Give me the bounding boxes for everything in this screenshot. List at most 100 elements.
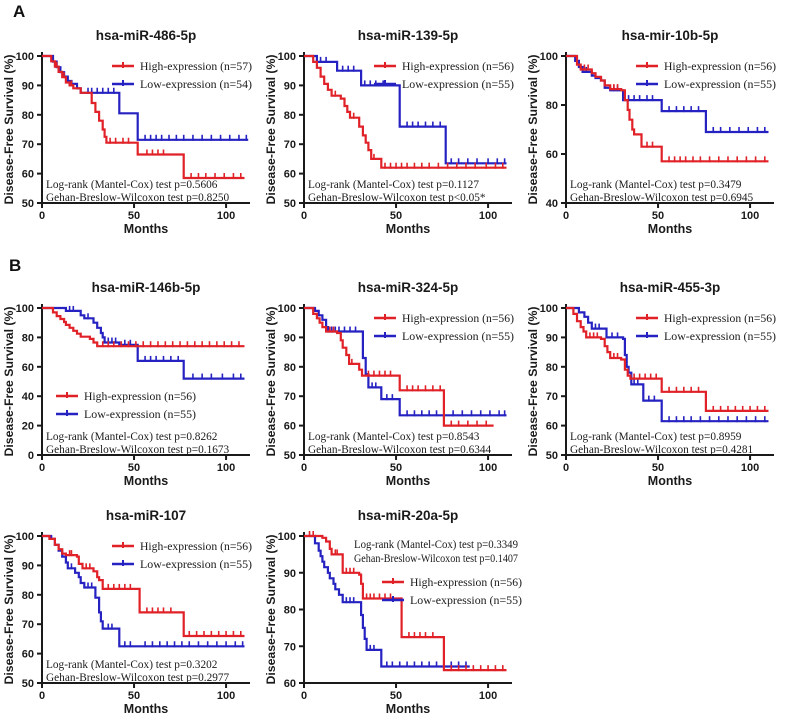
survival-curve-high — [304, 54, 507, 169]
y-tick-label: 80 — [284, 362, 296, 374]
survival-curve-high — [304, 534, 507, 672]
legend-label-low: Low-expression (n=55) — [84, 407, 196, 421]
x-tick-label: 100 — [217, 210, 235, 222]
stats-line-1: Log-rank (Mantel-Cox) test p=0.3479 — [570, 179, 742, 191]
legend-entry-high: High-expression (n=56) — [636, 59, 776, 73]
y-tick-label: 40 — [22, 391, 34, 403]
y-tick-label: 90 — [284, 568, 296, 580]
legend-label-low: Low-expression (n=55) — [402, 77, 514, 91]
y-tick-label: 70 — [22, 139, 34, 151]
x-tick-label: 50 — [390, 690, 402, 702]
x-axis-label: Months — [386, 222, 430, 236]
stats-line-2: Gehan-Breslow-Wilcoxon test p=0.2977 — [46, 672, 230, 684]
x-tick-label: 100 — [479, 690, 497, 702]
y-tick-label: 50 — [22, 678, 34, 690]
legend-entry-high: High-expression (n=56) — [112, 539, 252, 553]
x-tick-label: 50 — [128, 462, 140, 474]
plot-title: hsa-miR-455-3p — [620, 280, 721, 295]
km-plot-hsa-mir-10b-5p: hsa-mir-10b-5p 40 60 80 100 0 50 100 Months Disea… — [528, 28, 776, 236]
y-tick-label: 40 — [546, 198, 558, 210]
censor-ticks-high — [308, 531, 504, 672]
y-tick-label: 80 — [22, 110, 34, 122]
x-tick-label: 0 — [39, 210, 45, 222]
plot-title: hsa-miR-486-5p — [96, 28, 197, 43]
y-tick-label: 100 — [16, 51, 34, 63]
y-axis-label: Disease-Free Survival (%) — [266, 306, 278, 456]
y-axis-label: Disease-Free Survival (%) — [266, 534, 278, 684]
stats-line-1: Log-rank (Mantel-Cox) test p=0.8262 — [46, 431, 218, 443]
censor-ticks-high — [55, 61, 242, 180]
stats-line-2: Gehan-Breslow-Wilcoxon test p<0.05* — [308, 192, 486, 204]
y-tick-label: 80 — [284, 605, 296, 617]
y-tick-label: 90 — [22, 560, 34, 572]
x-tick-label: 50 — [390, 210, 402, 222]
km-plot-hsa-miR-107: hsa-miR-107 50 60 70 80 90 100 0 50 100 Months Dise… — [4, 508, 252, 716]
y-tick-label: 60 — [284, 421, 296, 433]
y-tick-label: 90 — [22, 80, 34, 92]
legend-entry-high: High-expression (n=56) — [56, 389, 196, 403]
legend-label-low: Low-expression (n=55) — [410, 593, 522, 607]
x-tick-label: 50 — [390, 462, 402, 474]
legend-label-high: High-expression (n=56) — [664, 59, 776, 73]
y-tick-label: 60 — [22, 169, 34, 181]
survival-curve-low — [42, 306, 245, 380]
y-tick-label: 70 — [284, 391, 296, 403]
legend-entry-low: Low-expression (n=55) — [636, 77, 776, 91]
stats-line-1: Log-rank (Mantel-Cox) test p=0.1127 — [308, 179, 479, 191]
legend-entry-high: High-expression (n=57) — [112, 59, 252, 73]
x-axis-label: Months — [124, 222, 168, 236]
y-tick-label: 100 — [540, 303, 558, 315]
x-tick-label: 0 — [563, 462, 569, 474]
y-axis-label: Disease-Free Survival (%) — [266, 54, 278, 204]
x-axis-label: Months — [124, 702, 168, 716]
y-tick-label: 80 — [546, 362, 558, 374]
y-tick-label: 0 — [28, 450, 34, 462]
legend-entry-high: High-expression (n=56) — [636, 311, 776, 325]
legend-entry-low: Low-expression (n=55) — [56, 407, 196, 421]
x-tick-label: 100 — [741, 462, 759, 474]
plot-title: hsa-mir-10b-5p — [622, 28, 719, 43]
legend-label-high: High-expression (n=56) — [84, 389, 196, 403]
plot-title: hsa-miR-146b-5p — [92, 280, 201, 295]
survival-curve-high — [42, 306, 245, 348]
x-tick-label: 100 — [479, 210, 497, 222]
legend-label-low: Low-expression (n=55) — [664, 329, 776, 343]
censor-ticks-high — [589, 332, 766, 412]
x-tick-label: 100 — [217, 462, 235, 474]
stats-line-1: Log-rank (Mantel-Cox) test p=0.8959 — [570, 431, 742, 443]
y-axis-label: Disease-Free Survival (%) — [4, 54, 16, 204]
censor-ticks-high — [101, 341, 240, 348]
survival-curve-low — [304, 306, 507, 417]
y-tick-label: 70 — [284, 641, 296, 653]
plot-title: hsa-miR-139-5p — [358, 28, 459, 43]
y-tick-label: 70 — [22, 619, 34, 631]
y-axis-label: Disease-Free Survival (%) — [4, 306, 16, 456]
survival-curve-high — [566, 54, 769, 163]
censor-ticks-low — [594, 323, 766, 423]
legend-entry-low: Low-expression (n=55) — [382, 593, 522, 607]
legend-label-high: High-expression (n=56) — [402, 311, 514, 325]
survival-curve-low — [566, 306, 769, 423]
censor-ticks-high — [328, 326, 488, 427]
y-tick-label: 20 — [22, 421, 34, 433]
legend-entry-high: High-expression (n=56) — [374, 311, 514, 325]
stats-line-1: Log-rank (Mantel-Cox) test p=0.3349 — [354, 539, 518, 551]
legend-label-low: Low-expression (n=55) — [140, 557, 252, 571]
legend-entry-low: Low-expression (n=55) — [374, 329, 514, 343]
legend-label-low: Low-expression (n=54) — [140, 77, 252, 91]
y-tick-label: 50 — [546, 450, 558, 462]
legend-label-high: High-expression (n=56) — [410, 575, 522, 589]
censor-ticks-low — [319, 56, 506, 165]
y-tick-label: 100 — [16, 531, 34, 543]
stats-line-2: Gehan-Breslow-Wilcoxon test p=0.1407 — [354, 553, 518, 565]
plot-title: hsa-miR-324-5p — [358, 280, 459, 295]
x-axis-label: Months — [386, 702, 430, 716]
legend-label-low: Low-expression (n=55) — [402, 329, 514, 343]
legend-entry-low: Low-expression (n=55) — [374, 77, 514, 91]
stats-line-2: Gehan-Breslow-Wilcoxon test p=0.4281 — [570, 444, 753, 456]
x-tick-label: 0 — [563, 210, 569, 222]
x-axis-label: Months — [648, 474, 692, 488]
censor-ticks-high — [68, 550, 242, 637]
x-axis-label: Months — [386, 474, 430, 488]
y-tick-label: 100 — [278, 51, 296, 63]
